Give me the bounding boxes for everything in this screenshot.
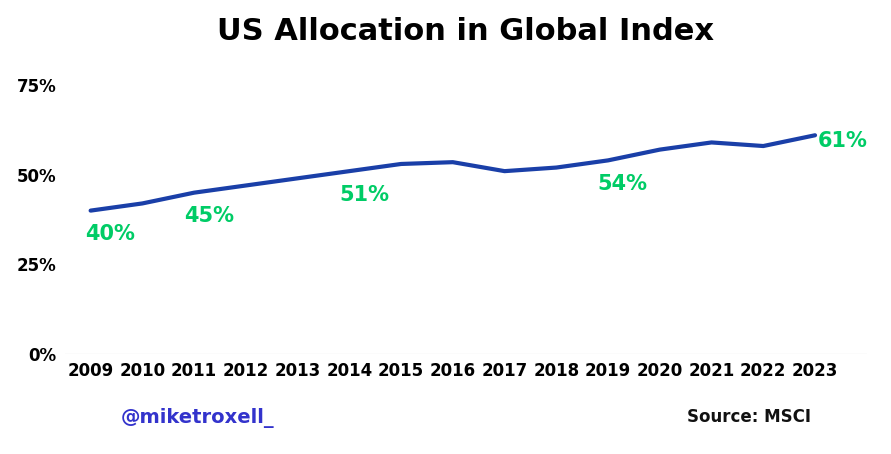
- Text: 51%: 51%: [339, 185, 389, 205]
- Text: 45%: 45%: [184, 206, 233, 226]
- Text: Source: MSCI: Source: MSCI: [687, 408, 811, 426]
- Text: 54%: 54%: [598, 174, 648, 194]
- Title: US Allocation in Global Index: US Allocation in Global Index: [217, 17, 715, 46]
- Text: @miketroxell_: @miketroxell_: [121, 408, 274, 428]
- Text: 61%: 61%: [818, 131, 868, 151]
- Text: 40%: 40%: [86, 224, 135, 244]
